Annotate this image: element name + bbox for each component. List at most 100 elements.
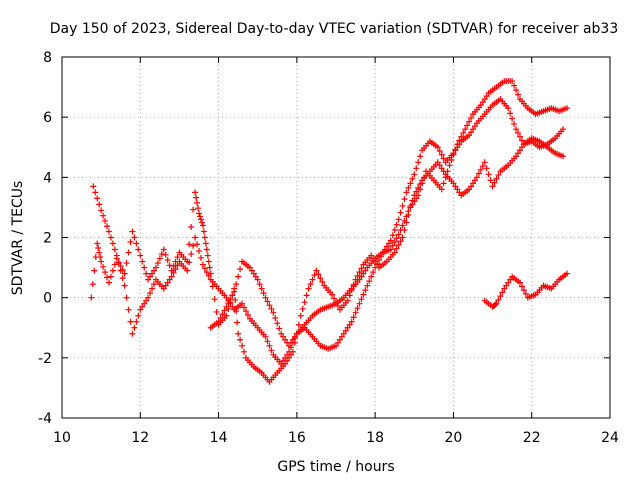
data-point	[235, 330, 242, 337]
data-point	[198, 219, 205, 226]
data-point	[329, 291, 336, 298]
data-point	[511, 82, 518, 89]
data-point	[100, 263, 107, 270]
data-point	[319, 278, 326, 285]
data-point	[372, 264, 379, 271]
data-point	[516, 147, 523, 154]
data-point	[166, 276, 173, 283]
data-point	[346, 321, 353, 328]
data-point	[356, 269, 363, 276]
data-point	[311, 272, 318, 279]
data-point	[88, 294, 95, 301]
data-point	[158, 251, 165, 258]
data-point	[143, 270, 150, 277]
data-point	[505, 105, 512, 112]
data-point	[234, 319, 241, 326]
data-point	[97, 254, 104, 261]
data-point	[246, 264, 253, 271]
data-point	[493, 300, 500, 307]
data-point	[468, 183, 475, 190]
data-point	[450, 180, 457, 187]
data-point	[135, 246, 142, 253]
data-point	[194, 199, 201, 206]
data-point	[352, 309, 359, 316]
y-tick-label: 8	[43, 50, 52, 66]
data-point	[438, 186, 445, 193]
data-point	[470, 180, 476, 187]
data-point	[105, 279, 112, 286]
data-point	[170, 269, 177, 276]
x-tick-label: 24	[601, 430, 619, 446]
data-point	[147, 273, 154, 280]
data-point	[190, 206, 197, 213]
data-point	[131, 234, 138, 241]
data-point	[145, 294, 152, 301]
data-point	[150, 281, 157, 288]
data-point	[131, 324, 138, 331]
data-point	[395, 231, 402, 238]
series-track-1	[88, 78, 570, 385]
data-point	[479, 99, 486, 106]
data-point	[286, 348, 293, 355]
y-tick-label: -2	[38, 351, 52, 367]
data-point	[411, 192, 418, 199]
data-point	[268, 305, 275, 312]
data-point	[272, 314, 279, 321]
data-point	[237, 266, 244, 273]
data-point	[440, 168, 447, 175]
data-point	[127, 318, 134, 325]
data-point	[96, 249, 103, 256]
data-point	[213, 308, 220, 315]
data-point	[109, 267, 116, 274]
data-point	[205, 258, 212, 265]
data-point	[452, 147, 459, 154]
data-point	[295, 321, 302, 328]
data-point	[436, 148, 443, 155]
x-axis-label: GPS time / hours	[277, 459, 394, 475]
data-point	[391, 239, 398, 246]
data-point	[123, 294, 130, 301]
data-point	[237, 336, 244, 343]
data-point	[503, 282, 510, 289]
data-point	[205, 272, 212, 279]
data-point	[206, 264, 213, 271]
data-point	[264, 338, 271, 345]
data-point	[141, 300, 148, 307]
data-point	[395, 242, 402, 249]
data-point	[174, 262, 181, 269]
data-point	[385, 240, 392, 247]
data-point	[125, 306, 132, 313]
data-point	[511, 120, 518, 127]
data-point	[266, 342, 273, 349]
data-point	[197, 216, 204, 223]
data-point	[107, 273, 114, 280]
data-point	[278, 360, 285, 367]
data-point	[358, 296, 365, 303]
data-point	[356, 300, 363, 307]
data-point	[164, 279, 171, 286]
data-point	[160, 246, 167, 253]
data-point	[331, 295, 338, 302]
data-point	[399, 222, 406, 229]
data-point	[468, 129, 475, 136]
data-point	[405, 184, 412, 191]
data-point	[217, 314, 224, 321]
data-point	[297, 312, 304, 319]
data-point	[483, 93, 490, 100]
data-point	[98, 207, 105, 214]
data-point	[129, 330, 136, 337]
data-point	[172, 266, 179, 273]
data-point	[229, 303, 236, 310]
data-point	[407, 180, 414, 187]
data-point	[413, 195, 420, 202]
data-point	[139, 258, 146, 265]
data-point	[440, 155, 447, 162]
data-point	[515, 129, 522, 136]
data-point	[186, 259, 193, 266]
data-point	[417, 153, 424, 160]
data-point	[150, 267, 157, 274]
data-point	[477, 102, 484, 109]
data-point	[454, 144, 461, 151]
data-point	[477, 166, 484, 173]
data-points	[88, 78, 570, 385]
